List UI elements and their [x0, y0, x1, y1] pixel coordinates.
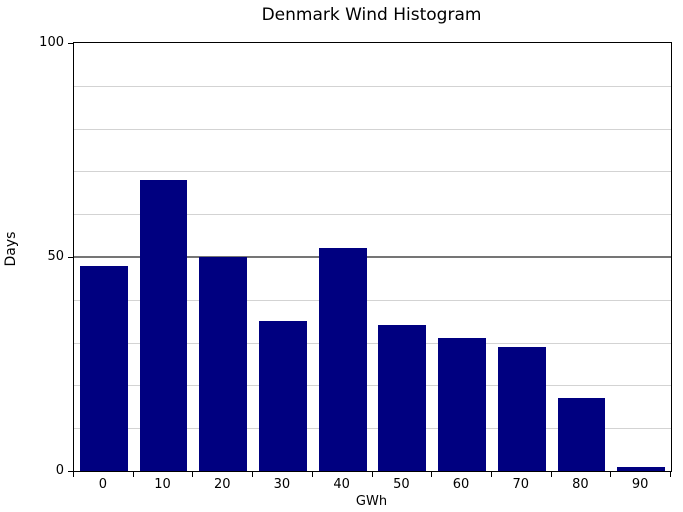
x-tick-label: 0: [98, 477, 107, 492]
minor-gridline: [74, 214, 671, 216]
x-tick-label: 50: [393, 477, 410, 492]
x-tick-label: 10: [154, 477, 171, 492]
bar-30-gwh: [259, 321, 307, 471]
y-tick: [68, 471, 73, 472]
x-tick: [73, 472, 74, 477]
bar-50-gwh: [378, 325, 427, 471]
major-gridline: [74, 256, 671, 258]
minor-gridline: [74, 428, 671, 430]
y-tick: [68, 43, 73, 44]
bar-20-gwh: [199, 257, 248, 471]
x-axis-label: GWh: [355, 494, 388, 509]
y-tick-label: 50: [47, 249, 64, 264]
minor-gridline: [74, 128, 671, 130]
x-tick: [670, 472, 671, 477]
x-tick-label: 40: [333, 477, 350, 492]
x-tick: [371, 472, 373, 477]
bar-90-gwh: [617, 466, 666, 471]
y-tick-label: 100: [39, 35, 64, 50]
x-tick: [550, 472, 552, 477]
x-tick-label: 60: [452, 477, 470, 492]
x-tick-label: 20: [213, 477, 231, 492]
x-tick-label: 90: [631, 477, 649, 492]
x-tick: [192, 472, 194, 477]
bar-60-gwh: [438, 338, 486, 471]
x-tick: [610, 472, 612, 477]
x-tick: [132, 472, 134, 477]
x-tick: [490, 472, 492, 477]
x-tick: [252, 472, 254, 477]
minor-gridline: [74, 299, 671, 301]
minor-gridline: [74, 85, 671, 87]
x-tick: [311, 472, 313, 477]
chart-title: Denmark Wind Histogram: [261, 5, 482, 25]
y-tick: [68, 257, 73, 258]
bar-0-gwh: [79, 265, 128, 471]
x-tick-label: 30: [273, 477, 291, 492]
bar-10-gwh: [139, 179, 188, 471]
minor-gridline: [74, 342, 671, 344]
x-tick-label: 70: [512, 477, 530, 492]
bar-70-gwh: [497, 346, 546, 471]
x-tick-label: 80: [572, 477, 589, 492]
y-tick-label: 0: [55, 463, 64, 478]
bar-40-gwh: [318, 248, 367, 471]
bar-80-gwh: [557, 398, 606, 471]
x-tick: [431, 472, 433, 477]
minor-gridline: [74, 171, 671, 173]
minor-gridline: [74, 385, 671, 387]
plot-area: [73, 42, 672, 472]
